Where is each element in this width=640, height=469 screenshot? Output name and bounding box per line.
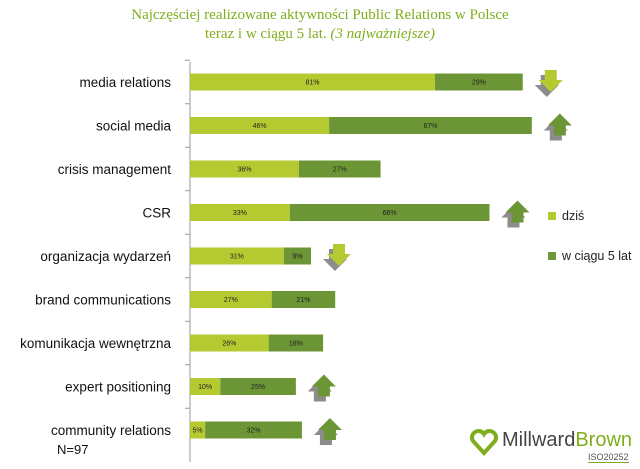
title-line-1: Najczęściej realizowane aktywności Publi…: [131, 7, 509, 23]
data-label: 25%: [251, 384, 265, 391]
bar-5years: [283, 247, 311, 265]
category-label: crisis management: [58, 162, 172, 177]
bar-5years: [435, 73, 523, 91]
logo-heart-icon: [470, 429, 498, 456]
bar-today: [190, 247, 284, 265]
legend-swatch-today: [548, 211, 556, 220]
category-label: komunikacja wewnętrzna: [20, 336, 171, 351]
sample-size: N=97: [57, 442, 89, 457]
logo-text: MillwardBrown: [502, 429, 632, 452]
chart-title: Najczęściej realizowane aktywności Publi…: [0, 6, 640, 44]
category-label: social media: [96, 119, 172, 134]
data-label: 33%: [233, 210, 247, 217]
bar-5years: [271, 291, 336, 308]
bar-today: [190, 117, 330, 134]
data-label: 5%: [193, 428, 203, 435]
legend-label-today: dziś: [562, 208, 585, 223]
data-label: 32%: [247, 428, 261, 435]
category-label: organizacja wydarzeń: [40, 249, 171, 264]
logo-text-a: Millward: [502, 429, 576, 451]
data-label: 18%: [289, 341, 303, 348]
trend-down-arrow-icon: [327, 244, 351, 266]
bar-5years: [298, 160, 381, 178]
data-label: 27%: [333, 167, 347, 174]
legend-item-5years: w ciągu 5 lat: [548, 247, 631, 265]
bar-5years: [268, 334, 324, 352]
category-label: media relations: [79, 75, 171, 90]
iso-mark: ISO20252: [588, 452, 629, 463]
category-label: expert positioning: [65, 380, 171, 395]
legend-item-today: dziś: [548, 207, 584, 225]
bar-today: [190, 73, 436, 91]
data-label: 9%: [292, 254, 302, 261]
trend-up-arrow-icon: [505, 200, 530, 223]
title-line-2-main: teraz i w ciągu 5 lat.: [205, 26, 327, 42]
category-label: brand communications: [35, 293, 171, 308]
bar-today: [190, 204, 290, 221]
data-label: 10%: [198, 384, 212, 391]
data-label: 26%: [222, 341, 236, 348]
logo-text-b: Brown: [575, 429, 633, 451]
bar-5years: [329, 117, 532, 134]
bar-5years: [205, 421, 302, 439]
bar-5years: [289, 204, 490, 221]
data-label: 66%: [383, 210, 397, 217]
data-label: 31%: [230, 254, 244, 261]
data-label: 27%: [224, 297, 238, 304]
data-label: 36%: [237, 167, 251, 174]
title-line-2: teraz i w ciągu 5 lat. (3 najważniejsze): [0, 25, 640, 44]
trend-down-arrow-icon: [538, 70, 563, 92]
legend-swatch-5years: [548, 251, 556, 260]
category-label: CSR: [142, 206, 171, 221]
trend-up-arrow-icon: [317, 418, 342, 440]
data-label: 29%: [472, 80, 486, 87]
data-label: 46%: [253, 123, 267, 130]
trend-up-arrow-icon: [311, 374, 336, 397]
data-label: 67%: [423, 123, 437, 130]
bar-today: [190, 291, 272, 308]
trend-up-arrow-icon: [547, 113, 572, 136]
bar-today: [190, 421, 206, 439]
bar-5years: [220, 378, 296, 395]
data-label: 81%: [306, 80, 320, 87]
category-label: community relations: [51, 423, 171, 438]
data-label: 21%: [296, 297, 310, 304]
bar-today: [190, 334, 269, 352]
title-subtitle: (3 najważniejsze): [330, 26, 435, 42]
bar-today: [190, 378, 221, 395]
bar-today: [190, 160, 299, 178]
legend-label-5years: w ciągu 5 lat: [562, 248, 632, 263]
millward-brown-logo: MillwardBrown ISO20252: [470, 428, 640, 468]
